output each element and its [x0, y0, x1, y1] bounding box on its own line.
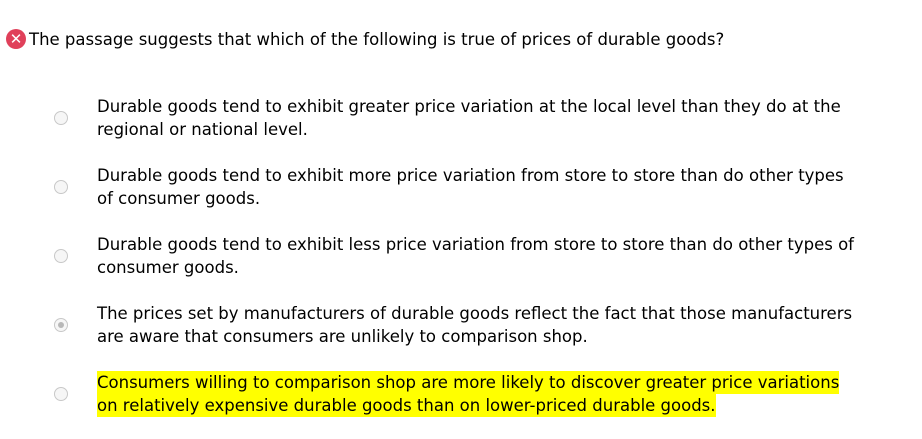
- radio-button[interactable]: [54, 249, 68, 263]
- option-text-line: on relatively expensive durable goods th…: [97, 394, 716, 417]
- question-text: The passage suggests that which of the f…: [29, 29, 725, 49]
- radio-button[interactable]: [54, 111, 68, 125]
- answer-option-3[interactable]: Durable goods tend to exhibit less price…: [0, 233, 922, 293]
- incorrect-x-icon: ✕: [6, 29, 26, 49]
- answer-option-1[interactable]: Durable goods tend to exhibit greater pr…: [0, 95, 922, 155]
- option-text-line: consumer goods.: [97, 258, 239, 277]
- highlighted-text: Consumers willing to comparison shop are…: [97, 371, 840, 417]
- answer-option-2[interactable]: Durable goods tend to exhibit more price…: [0, 164, 922, 224]
- option-text-line: regional or national level.: [97, 120, 308, 139]
- radio-button-selected[interactable]: [54, 318, 68, 332]
- option-text-line: The prices set by manufacturers of durab…: [97, 304, 853, 323]
- option-text-line: Consumers willing to comparison shop are…: [97, 371, 840, 394]
- radio-button[interactable]: [54, 180, 68, 194]
- option-text-line: Durable goods tend to exhibit more price…: [97, 166, 844, 185]
- option-text-line: are aware that consumers are unlikely to…: [97, 327, 588, 346]
- question: ✕ The passage suggests that which of the…: [6, 29, 724, 49]
- answer-option-4[interactable]: The prices set by manufacturers of durab…: [0, 302, 922, 362]
- option-text-line: Durable goods tend to exhibit greater pr…: [97, 97, 841, 116]
- option-text-line: of consumer goods.: [97, 189, 261, 208]
- radio-button[interactable]: [54, 387, 68, 401]
- option-text-line: Durable goods tend to exhibit less price…: [97, 235, 854, 254]
- answer-option-5[interactable]: Consumers willing to comparison shop are…: [0, 371, 922, 431]
